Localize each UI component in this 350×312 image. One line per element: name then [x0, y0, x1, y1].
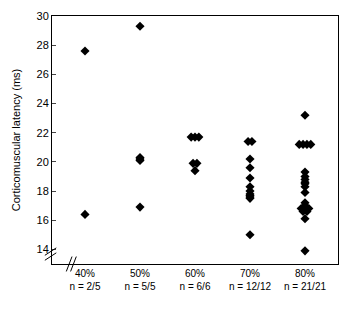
- svg-text:60%n = 6/6: 60%n = 6/6: [180, 268, 211, 292]
- svg-text:20: 20: [37, 156, 49, 168]
- svg-text:70%n = 12/12: 70%n = 12/12: [229, 268, 271, 292]
- svg-text:40%n = 2/5: 40%n = 2/5: [70, 268, 101, 292]
- svg-text:30: 30: [37, 10, 49, 22]
- svg-text:50%n = 5/5: 50%n = 5/5: [125, 268, 156, 292]
- svg-text:18: 18: [37, 185, 49, 197]
- svg-text:16: 16: [37, 214, 49, 226]
- svg-text:Corticomuscular latency (ms): Corticomuscular latency (ms): [10, 69, 22, 211]
- svg-text:28: 28: [37, 39, 49, 51]
- svg-text:80%n = 21/21: 80%n = 21/21: [284, 268, 326, 292]
- svg-text:24: 24: [37, 97, 49, 109]
- svg-text:26: 26: [37, 68, 49, 80]
- svg-text:22: 22: [37, 127, 49, 139]
- svg-text:14: 14: [37, 243, 49, 255]
